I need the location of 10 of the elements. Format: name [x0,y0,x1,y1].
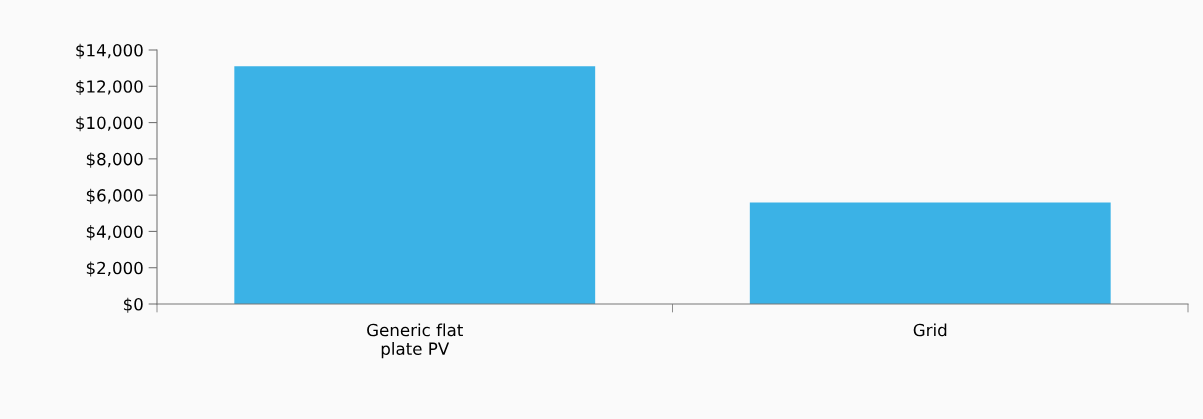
y-tick-label: $2,000 [86,261,143,277]
y-tick-label: $10,000 [76,116,143,132]
y-tick-label: $0 [123,297,143,313]
x-tick-label: Grid [913,323,947,337]
y-tick-label: $6,000 [86,188,143,204]
x-tick-label: Generic flat plate PV [367,323,463,359]
y-tick-label: $8,000 [86,152,143,168]
y-tick-label: $14,000 [76,43,143,59]
y-tick-label: $4,000 [86,225,143,241]
y-tick-label: $12,000 [76,79,143,96]
